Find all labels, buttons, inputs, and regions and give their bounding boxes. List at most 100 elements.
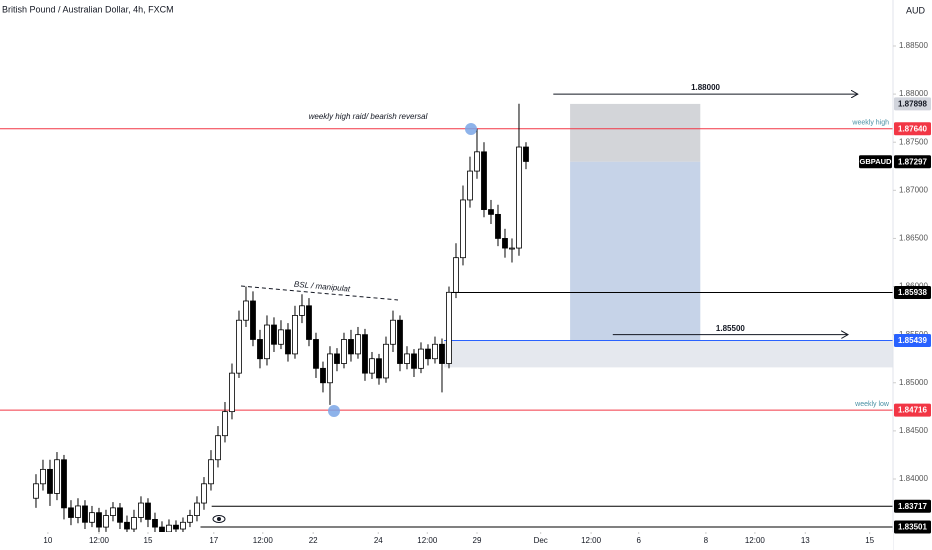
candle-body bbox=[292, 315, 298, 355]
y-tick-label: 1.87000 bbox=[899, 185, 928, 194]
candle-body bbox=[404, 353, 410, 364]
time-axis bbox=[0, 532, 893, 550]
candle-body bbox=[180, 521, 186, 530]
candle-body bbox=[33, 483, 39, 499]
candle-body bbox=[376, 358, 382, 379]
candle-body bbox=[278, 329, 284, 345]
price-axis bbox=[894, 0, 932, 550]
candle-body bbox=[117, 507, 123, 523]
candle-body bbox=[54, 459, 60, 494]
candle-body bbox=[390, 319, 396, 345]
x-tick-label: 12:00 bbox=[417, 536, 438, 545]
candle-body bbox=[131, 517, 137, 530]
currency-label: AUD bbox=[906, 5, 926, 15]
candle-body bbox=[467, 170, 473, 201]
candle-body bbox=[285, 329, 291, 355]
candle-body bbox=[446, 291, 452, 364]
candle-body bbox=[61, 459, 67, 509]
x-tick-label: 12:00 bbox=[89, 536, 110, 545]
candle-body bbox=[453, 257, 459, 293]
x-tick-label: 15 bbox=[865, 536, 874, 545]
candle-body bbox=[439, 343, 445, 364]
candle-body bbox=[124, 521, 130, 530]
price-tag bbox=[894, 334, 931, 348]
candle-body bbox=[418, 348, 424, 369]
candle-body bbox=[327, 353, 333, 384]
price-tag-label: 1.83717 bbox=[898, 502, 927, 511]
candle-body bbox=[194, 502, 200, 516]
candle-body bbox=[369, 358, 375, 374]
position-zone bbox=[444, 340, 893, 368]
level-note: weekly high bbox=[851, 120, 889, 127]
price-tag-label: 1.87640 bbox=[898, 124, 927, 133]
bsl-line bbox=[240, 285, 399, 301]
candle-body bbox=[201, 483, 207, 504]
candle-body bbox=[341, 339, 347, 364]
price-tag bbox=[894, 97, 931, 111]
x-tick-label: 22 bbox=[309, 536, 318, 545]
candle-body bbox=[173, 524, 179, 530]
price-tag bbox=[894, 520, 931, 534]
candle-body bbox=[89, 512, 95, 523]
candle-body bbox=[250, 300, 256, 340]
candle-body bbox=[495, 213, 501, 239]
price-tag-label: 1.87297 bbox=[898, 157, 927, 166]
y-tick-label: 1.85000 bbox=[899, 378, 928, 387]
highlight-dot bbox=[465, 123, 477, 135]
candle-body bbox=[362, 334, 368, 374]
x-tick-label: 17 bbox=[209, 536, 218, 545]
candle-body bbox=[166, 524, 172, 533]
x-tick-label: 8 bbox=[704, 536, 709, 545]
x-tick-label: 29 bbox=[473, 536, 482, 545]
candle-body bbox=[509, 247, 515, 250]
candle-body bbox=[75, 505, 81, 518]
candle-body bbox=[145, 502, 151, 520]
candle-body bbox=[40, 468, 46, 485]
candle-body bbox=[320, 367, 326, 384]
candle-body bbox=[313, 339, 319, 369]
candle-body bbox=[523, 146, 529, 162]
candle-body bbox=[152, 519, 158, 528]
candle-body bbox=[264, 324, 270, 360]
x-tick-label: 10 bbox=[43, 536, 52, 545]
x-tick-label: 24 bbox=[374, 536, 383, 545]
candle-body bbox=[243, 300, 249, 321]
candle-body bbox=[96, 512, 102, 528]
candle-body bbox=[502, 238, 508, 249]
y-tick-label: 1.84500 bbox=[899, 426, 928, 435]
highlight-dot bbox=[328, 405, 340, 417]
candle-body bbox=[257, 339, 263, 360]
candle-body bbox=[68, 507, 74, 518]
x-tick-label: 15 bbox=[144, 536, 153, 545]
candle-body bbox=[208, 459, 214, 485]
arrow-label: 1.85500 bbox=[716, 324, 745, 333]
x-tick-label: 12:00 bbox=[745, 536, 766, 545]
price-tag bbox=[894, 286, 931, 300]
candle-body bbox=[138, 502, 144, 518]
y-tick-label: 1.84000 bbox=[899, 474, 928, 483]
x-tick-label: 12:00 bbox=[253, 536, 274, 545]
candle-body bbox=[425, 348, 431, 360]
candle-body bbox=[222, 411, 228, 437]
price-tag-label: 1.85439 bbox=[898, 336, 927, 345]
y-tick-label: 1.88000 bbox=[899, 89, 928, 98]
y-tick-label: 1.86500 bbox=[899, 234, 928, 243]
plot-area bbox=[0, 103, 893, 539]
candle-body bbox=[306, 305, 312, 340]
candle-body bbox=[103, 515, 109, 528]
price-tag bbox=[894, 155, 931, 169]
candle-body bbox=[159, 526, 165, 533]
candle-body bbox=[474, 151, 480, 172]
annotation: weekly high raid/ bearish reversal bbox=[309, 112, 428, 121]
price-tag-label: 1.85938 bbox=[898, 288, 927, 297]
eye-icon bbox=[212, 515, 226, 523]
chart-title: British Pound / Australian Dollar, 4h, F… bbox=[2, 4, 174, 14]
symbol-tag bbox=[859, 155, 892, 169]
candle-body bbox=[334, 353, 340, 364]
candle-body bbox=[271, 324, 277, 345]
candle-body bbox=[355, 334, 361, 355]
price-tag bbox=[894, 403, 931, 417]
price-tag bbox=[894, 122, 931, 136]
price-tag bbox=[894, 499, 931, 513]
